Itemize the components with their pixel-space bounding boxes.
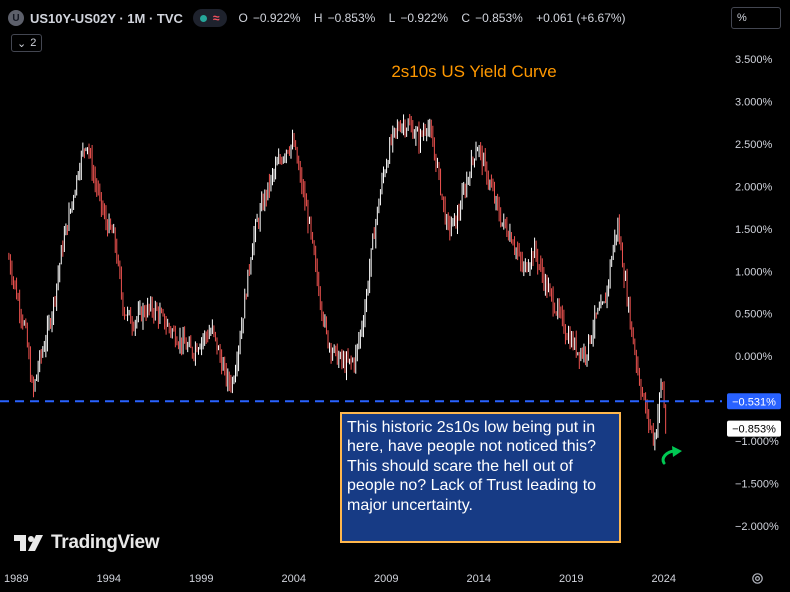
x-axis: 1989 1994 1999 2004 2009 2014 2019 2024	[4, 573, 676, 585]
y-tick-label: 3.000%	[735, 96, 773, 108]
gear-icon[interactable]	[750, 571, 765, 586]
last-price-value: −0.853%	[732, 424, 776, 436]
x-tick-label: 2024	[652, 573, 676, 585]
x-tick-label: 2009	[374, 573, 398, 585]
indicator-count: 2	[30, 37, 37, 49]
x-tick-label: 2004	[282, 573, 306, 585]
candlestick-series	[8, 113, 667, 451]
y-tick-label: 0.000%	[735, 351, 773, 363]
y-tick-label: 2.000%	[735, 181, 773, 193]
x-tick-label: 1989	[4, 573, 28, 585]
y-tick-label: −1.000%	[735, 436, 779, 448]
ohlc-high: H −0.853%	[313, 11, 376, 25]
x-tick-label: 1999	[189, 573, 213, 585]
tradingview-logo[interactable]: TradingView	[14, 532, 160, 554]
reference-line-price-label[interactable]	[727, 393, 781, 410]
annotation-text: This historic 2s10s low being put in her…	[347, 419, 597, 514]
indicators-toggle-button[interactable]: ⌄ 2	[11, 34, 43, 52]
y-tick-label: 3.500%	[735, 54, 773, 66]
ohlc-close: C −0.853%	[461, 11, 523, 25]
chart-title: 2s10s US Yield Curve	[391, 62, 556, 81]
tradingview-wordmark: TradingView	[51, 532, 160, 553]
ohlc-low: L −0.922%	[388, 11, 449, 25]
symbol-logo-icon[interactable]: U	[8, 10, 24, 26]
y-tick-label: 2.500%	[735, 139, 773, 151]
y-axis: 3.500% 3.000% 2.500% 2.000% 1.500% 1.000% 0.50…	[727, 54, 781, 533]
last-price-label[interactable]	[727, 420, 781, 437]
legend-header: U US10Y-US02Y · 1M · TVC ≈ O −0.922% H −0.…	[8, 8, 636, 28]
ohlc-change: +0.061 (+6.67%)	[536, 11, 626, 25]
tradingview-logo-icon	[14, 535, 43, 551]
y-tick-label: 0.500%	[735, 309, 773, 321]
reference-line-value: −0.531%	[732, 396, 776, 408]
status-pill[interactable]: ≈	[192, 9, 227, 27]
x-tick-label: 2019	[559, 573, 583, 585]
ohlc-values: O −0.922% H −0.853% L −0.922% C −0.853% +0.0…	[239, 11, 636, 25]
chevron-down-icon: ⌄	[17, 37, 27, 50]
ohlc-open: O −0.922%	[238, 11, 301, 25]
data-delay-wave-icon: ≈	[212, 11, 220, 25]
y-tick-label: −1.500%	[735, 479, 779, 491]
y-tick-label: −2.000%	[735, 521, 779, 533]
symbol-title[interactable]: US10Y-US02Y · 1M · TVC	[30, 10, 183, 26]
market-status-dot-icon	[199, 14, 207, 22]
scale-unit-button[interactable]: %	[731, 7, 781, 29]
x-tick-label: 1994	[97, 573, 121, 585]
x-tick-label: 2014	[467, 573, 491, 585]
y-tick-label: 1.000%	[735, 266, 773, 278]
curved-arrow-icon	[661, 446, 682, 465]
scale-unit-label: %	[737, 12, 747, 24]
annotation-textbox[interactable]: This historic 2s10s low being put in her…	[340, 412, 621, 543]
y-tick-label: 1.500%	[735, 224, 773, 236]
